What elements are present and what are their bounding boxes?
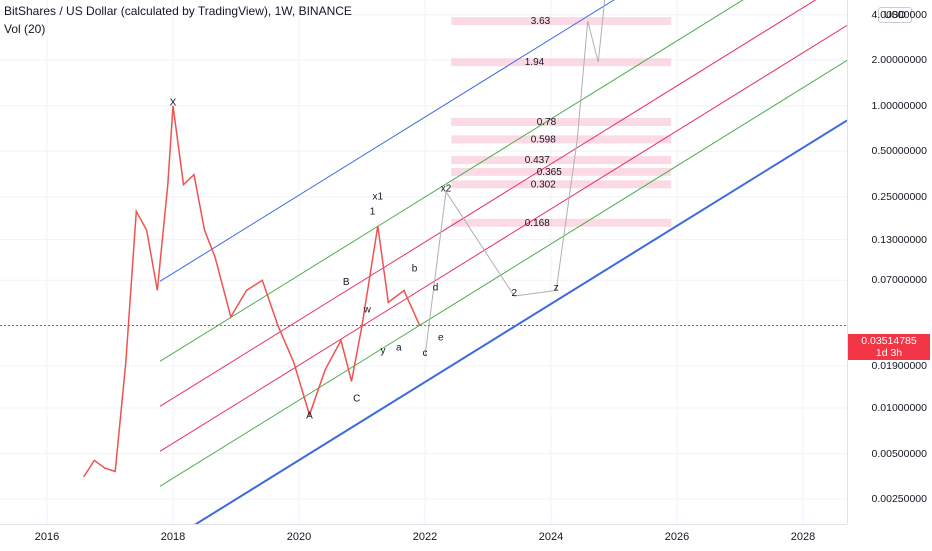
current-price-tag: 0.03514785 1d 3h	[848, 334, 930, 360]
wave-label-11: d	[433, 282, 439, 293]
y-tick-label: 0.01900000	[871, 359, 927, 372]
x-tick-label: 2026	[664, 531, 690, 543]
target-zone-3	[451, 156, 672, 165]
pitchfork-line-5	[194, 119, 847, 524]
pitchfork-line-2	[159, 0, 817, 407]
wave-label-10: c	[423, 348, 428, 359]
x-tick-label: 2018	[160, 531, 186, 543]
y-tick-label: 0.13000000	[871, 233, 927, 246]
pitchfork-line-4	[159, 59, 847, 487]
wave-label-8: a	[396, 343, 402, 354]
wave-label-15: z	[554, 282, 559, 293]
chart-legend-title: BitShares / US Dollar (calculated by Tra…	[4, 4, 352, 18]
projection-label-5: 0.78	[537, 117, 557, 128]
y-tick-label: 0.25000000	[871, 190, 927, 203]
pitchfork-line-0	[159, 0, 615, 282]
wave-label-3: C	[353, 394, 360, 405]
price-series-line	[83, 105, 421, 478]
currency-badge[interactable]: USD	[877, 7, 912, 23]
wave-label-1: A	[306, 411, 313, 422]
target-zone-2	[451, 167, 672, 176]
target-zone-7	[451, 17, 672, 26]
pitchfork-line-1	[159, 0, 744, 362]
y-tick-label: 1.00000000	[871, 99, 927, 112]
wave-label-5: x1	[372, 191, 383, 202]
y-tick-label: 0.00250000	[871, 493, 927, 505]
volume-legend: Vol (20)	[4, 22, 46, 36]
chart-svg: XABC1x1wyabcdex22z30.1680.3020.3650.4370…	[0, 0, 847, 524]
wave-label-7: y	[381, 345, 386, 356]
target-zone-4	[451, 135, 672, 144]
projection-label-2: 0.365	[537, 167, 562, 178]
target-zone-6	[451, 58, 672, 67]
y-tick-label: 2.00000000	[871, 54, 927, 67]
wave-label-14: 2	[511, 288, 517, 299]
y-tick-label: 0.50000000	[871, 145, 927, 158]
bar-countdown: 1d 3h	[875, 347, 903, 359]
wave-label-9: b	[412, 264, 418, 275]
wave-label-4: 1	[370, 207, 376, 218]
wave-label-12: e	[438, 332, 444, 343]
wave-label-6: w	[363, 304, 372, 315]
current-price-value: 0.03514785	[861, 335, 917, 347]
y-tick-label: 0.07000000	[871, 274, 927, 287]
y-tick-label: 4.00000000	[871, 8, 927, 21]
x-tick-label: 2016	[34, 531, 60, 543]
wave-label-2: B	[343, 277, 350, 288]
projection-label-6: 1.94	[525, 57, 545, 68]
time-axis[interactable]: 2016 2018 2020 2022 2024 2026 2028	[0, 524, 847, 551]
price-axis[interactable]: USD 0.00250000 0.00500000 0.01000000 0.0190…	[847, 0, 932, 524]
chart-canvas[interactable]: XABC1x1wyabcdex22z30.1680.3020.3650.4370…	[0, 0, 847, 524]
target-zone-5	[451, 118, 672, 127]
wave-label-0: X	[170, 98, 177, 109]
target-zone-0	[451, 218, 672, 227]
projection-label-1: 0.302	[531, 179, 556, 190]
x-tick-label: 2024	[538, 531, 564, 543]
projection-label-3: 0.437	[525, 155, 550, 166]
projection-path	[424, 0, 606, 357]
target-zone-1	[451, 180, 672, 189]
x-tick-label: 2028	[790, 531, 816, 543]
projection-label-4: 0.598	[531, 134, 556, 145]
x-tick-label: 2022	[412, 531, 438, 543]
projection-label-7: 3.63	[531, 16, 551, 27]
x-tick-label: 2020	[286, 531, 312, 543]
y-tick-label: 0.00500000	[871, 447, 927, 460]
pitchfork-line-3	[159, 24, 847, 452]
y-tick-label: 0.01000000	[871, 402, 927, 414]
projection-label-0: 0.168	[525, 218, 550, 229]
wave-label-13: x2	[441, 184, 452, 195]
